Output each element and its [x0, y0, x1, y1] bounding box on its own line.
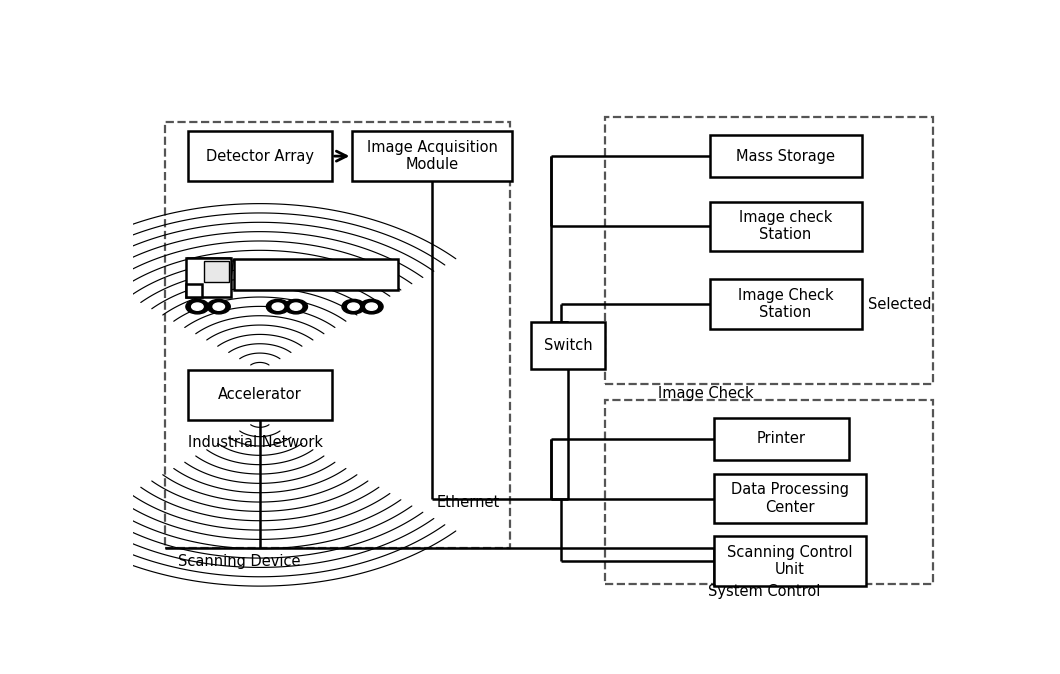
Text: Printer: Printer	[757, 431, 806, 446]
Bar	[186, 258, 231, 297]
Text: Industrial Network: Industrial Network	[189, 435, 323, 450]
Text: Data Processing
Center: Data Processing Center	[730, 483, 849, 515]
Circle shape	[266, 299, 289, 314]
Circle shape	[284, 299, 307, 314]
Bar	[186, 284, 201, 297]
Circle shape	[360, 299, 383, 314]
Text: Mass Storage: Mass Storage	[736, 149, 835, 164]
Text: Image Acquisition
Module: Image Acquisition Module	[367, 140, 498, 173]
Text: Scanning Device: Scanning Device	[178, 554, 300, 569]
Bar	[713, 537, 866, 586]
Bar	[233, 259, 398, 290]
Text: Selected: Selected	[868, 297, 932, 311]
Bar	[188, 131, 332, 181]
Bar	[709, 280, 862, 329]
Text: Switch: Switch	[544, 338, 593, 353]
Text: Image Check: Image Check	[658, 386, 754, 402]
Circle shape	[192, 303, 204, 310]
Bar	[204, 261, 229, 282]
Circle shape	[186, 299, 209, 314]
Circle shape	[272, 303, 284, 310]
Bar	[188, 370, 332, 419]
Bar	[531, 322, 605, 369]
Circle shape	[208, 299, 230, 314]
Circle shape	[348, 303, 359, 310]
Text: Image check
Station: Image check Station	[739, 210, 832, 243]
Text: Image Check
Station: Image Check Station	[738, 288, 833, 320]
Bar	[605, 400, 934, 584]
Text: Detector Array: Detector Array	[206, 149, 314, 164]
Text: System Control: System Control	[708, 584, 820, 599]
Bar	[352, 131, 512, 181]
Text: Ethernet: Ethernet	[437, 495, 499, 510]
Bar	[713, 474, 866, 523]
Bar	[165, 123, 511, 548]
Circle shape	[290, 303, 302, 310]
Circle shape	[213, 303, 225, 310]
Bar	[709, 202, 862, 251]
Circle shape	[342, 299, 365, 314]
Bar	[709, 135, 862, 177]
Bar	[713, 418, 849, 460]
Text: Scanning Control
Unit: Scanning Control Unit	[727, 545, 852, 577]
Bar	[605, 117, 934, 384]
Text: Accelerator: Accelerator	[218, 388, 302, 402]
Circle shape	[366, 303, 377, 310]
